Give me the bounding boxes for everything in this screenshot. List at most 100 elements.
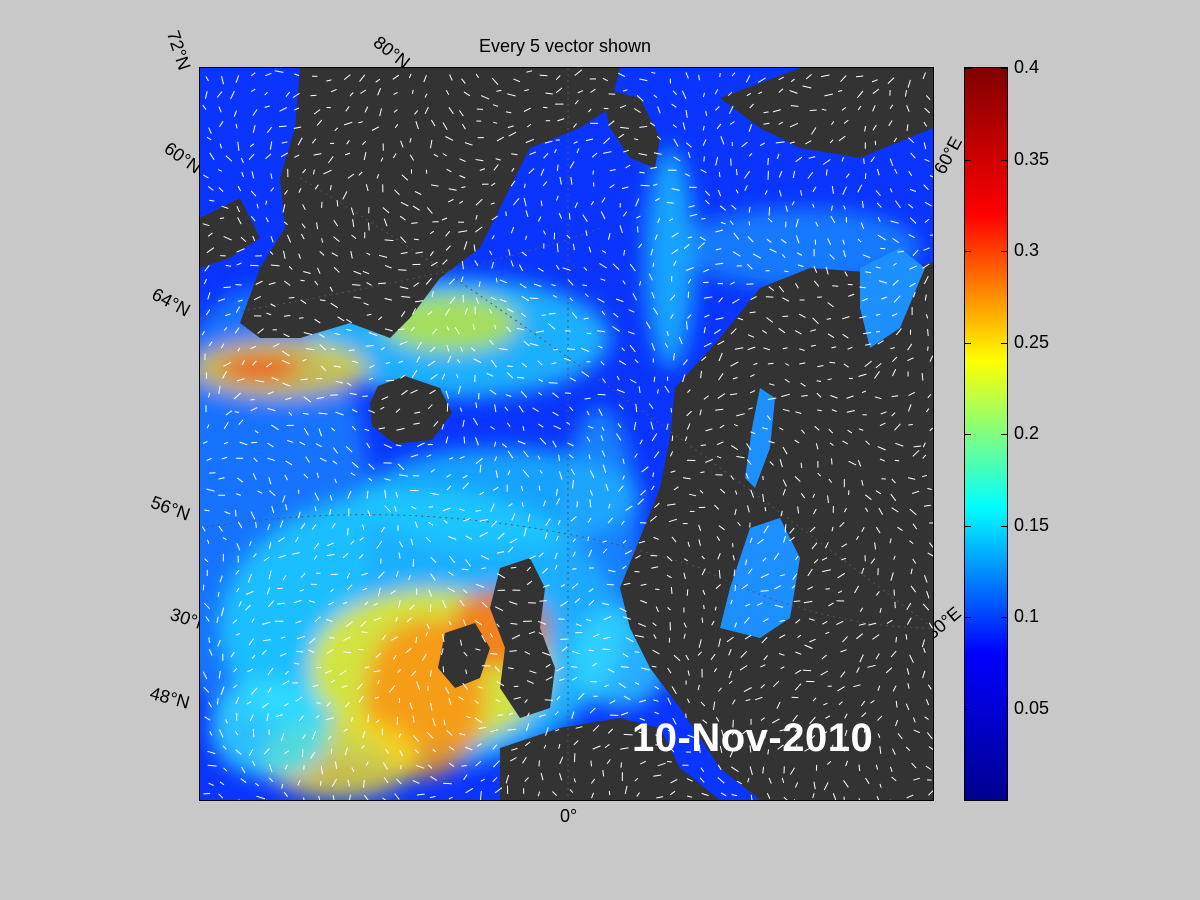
current-vector xyxy=(754,696,763,701)
current-vector xyxy=(842,239,845,245)
current-vector xyxy=(749,745,752,753)
current-vector xyxy=(666,761,672,763)
current-vector xyxy=(856,535,859,540)
current-vector xyxy=(562,267,571,271)
current-vector xyxy=(600,435,604,441)
current-vector xyxy=(821,557,828,561)
current-vector xyxy=(912,558,917,564)
current-vector xyxy=(912,249,919,257)
current-vector xyxy=(333,236,340,242)
current-vector xyxy=(465,716,471,719)
current-vector xyxy=(702,92,705,98)
current-vector xyxy=(715,317,724,320)
current-vector xyxy=(840,75,847,83)
current-vector xyxy=(779,190,782,197)
current-vector xyxy=(208,702,213,708)
current-vector xyxy=(634,682,640,685)
current-vector xyxy=(207,186,214,191)
current-vector xyxy=(448,188,457,191)
current-vector xyxy=(782,408,790,412)
current-vector xyxy=(687,670,690,676)
current-vector xyxy=(766,238,772,243)
current-vector xyxy=(703,156,705,162)
current-vector xyxy=(446,325,450,331)
current-vector xyxy=(446,729,453,736)
current-vector xyxy=(261,702,269,709)
current-vector xyxy=(568,213,571,220)
current-vector xyxy=(908,203,914,209)
current-vector xyxy=(861,390,867,394)
current-vector xyxy=(925,95,931,101)
current-vector xyxy=(237,185,242,192)
current-vector xyxy=(923,275,929,285)
current-vector xyxy=(366,490,369,499)
current-vector xyxy=(518,264,524,272)
current-vector xyxy=(704,190,711,197)
current-vector xyxy=(653,376,656,382)
current-vector xyxy=(635,198,640,207)
current-vector xyxy=(622,458,625,465)
current-vector xyxy=(293,599,302,604)
current-vector xyxy=(749,766,753,776)
current-vector xyxy=(729,220,734,226)
current-vector xyxy=(782,446,788,455)
current-vector xyxy=(790,78,795,83)
current-vector xyxy=(608,503,611,509)
current-vector xyxy=(891,412,896,417)
current-vector xyxy=(799,348,805,351)
current-vector xyxy=(351,461,359,469)
current-vector xyxy=(400,140,404,148)
current-vector xyxy=(809,109,817,112)
current-vector xyxy=(296,635,305,640)
current-vector xyxy=(574,99,579,105)
current-vector xyxy=(491,215,498,221)
current-vector xyxy=(864,125,867,132)
current-vector xyxy=(720,792,727,797)
current-vector xyxy=(298,715,304,722)
current-vector xyxy=(368,377,373,381)
current-vector xyxy=(602,548,608,554)
current-vector xyxy=(909,508,917,516)
current-vector xyxy=(701,617,704,623)
current-vector xyxy=(730,599,733,605)
current-vector xyxy=(616,375,620,381)
current-vector xyxy=(411,308,417,315)
current-vector xyxy=(861,567,865,575)
current-vector xyxy=(479,531,488,537)
current-vector xyxy=(892,685,897,692)
current-vector xyxy=(219,781,225,786)
current-vector xyxy=(255,379,265,383)
current-vector xyxy=(362,140,367,146)
current-vector xyxy=(446,403,449,412)
current-vector xyxy=(858,428,864,431)
current-vector xyxy=(317,267,321,274)
current-vector xyxy=(648,273,653,281)
current-vector xyxy=(730,475,735,480)
current-vector xyxy=(327,156,334,164)
current-vector xyxy=(294,154,300,158)
current-vector xyxy=(475,159,484,162)
current-vector xyxy=(330,679,336,684)
current-vector xyxy=(268,570,272,580)
colorbar-tick-mark xyxy=(1001,251,1007,252)
current-vector xyxy=(601,250,607,254)
current-vector xyxy=(763,347,771,351)
current-vector xyxy=(494,606,504,612)
current-vector xyxy=(538,632,544,636)
current-vector xyxy=(747,505,750,513)
current-vector xyxy=(875,313,881,316)
current-vector xyxy=(638,731,644,734)
current-vector xyxy=(428,589,433,597)
france-iberia xyxy=(500,718,720,800)
current-vector xyxy=(571,666,578,668)
current-vector xyxy=(560,584,566,587)
current-vector xyxy=(525,723,530,731)
current-vector xyxy=(526,70,533,73)
current-vector xyxy=(746,92,751,97)
current-vector xyxy=(880,411,887,415)
current-vector xyxy=(635,215,641,219)
current-vector xyxy=(564,392,572,394)
current-vector xyxy=(492,486,499,491)
current-vector xyxy=(368,463,375,470)
current-vector xyxy=(830,744,834,749)
